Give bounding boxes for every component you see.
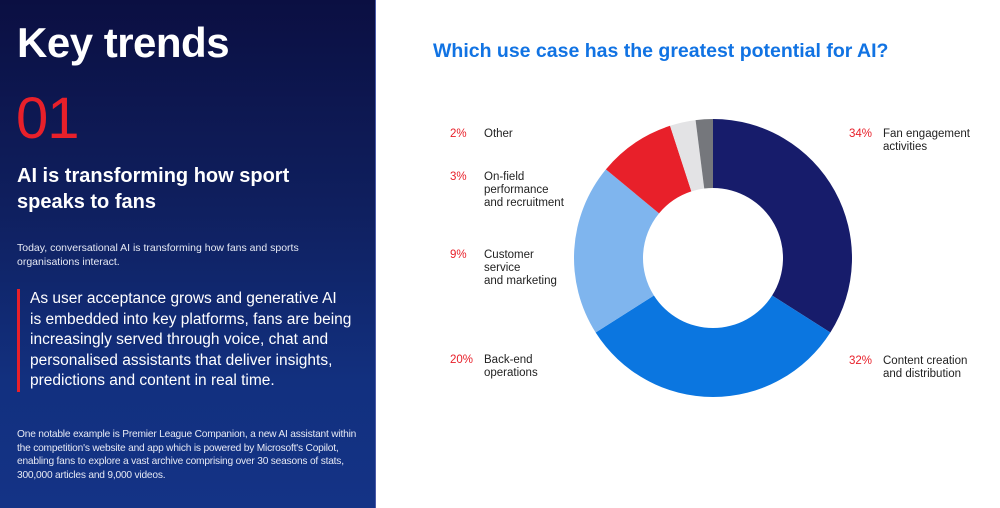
legend-percentage: 20% <box>450 354 474 366</box>
example-text: One notable example is Premier League Co… <box>17 429 357 481</box>
trend-number: 01 <box>16 86 80 151</box>
legend-percentage: 2% <box>450 128 467 140</box>
legend-percentage: 32% <box>849 355 873 367</box>
donut-slice-fan-engagement-activities <box>713 119 852 333</box>
legend-label: On-field performance and recruitment <box>484 171 564 209</box>
page-title: Key trends <box>17 19 230 66</box>
chart-title: Which use case has the greatest potentia… <box>433 40 889 62</box>
donut-slice-on-field-performance-and-recruitment <box>670 120 705 192</box>
donut-slice-content-creation-and-distribution <box>595 295 831 397</box>
trend-subtitle: AI is transforming how sport speaks to f… <box>17 165 290 213</box>
legend-other: 2% Other <box>450 128 513 141</box>
legend-fan-engagement: 34% Fan engagement activities <box>849 128 970 154</box>
legend-customer-service: 9% Customer service and marketing <box>450 249 557 288</box>
donut-slice-back-end-operations <box>574 169 660 333</box>
legend-label: Back-end operations <box>484 354 538 379</box>
legend-percentage: 34% <box>849 128 873 140</box>
legend-label: Other <box>484 128 513 140</box>
legend-label: Customer service and marketing <box>484 249 557 287</box>
donut-slice-other <box>695 119 713 189</box>
legend-on-field: 3% On-field performance and recruitment <box>450 171 564 210</box>
pull-quote: As user acceptance grows and generative … <box>17 289 352 392</box>
legend-label: Fan engagement activities <box>883 128 970 153</box>
legend-percentage: 9% <box>450 249 467 261</box>
legend-label: Content creation and distribution <box>883 355 968 380</box>
donut-chart <box>574 119 852 397</box>
key-trends-panel: Key trends 01 AI is transforming how spo… <box>0 0 376 508</box>
donut-slice-customer-service-and-marketing <box>605 125 692 214</box>
legend-content-creation: 32% Content creation and distribution <box>849 355 967 381</box>
legend-percentage: 3% <box>450 171 467 183</box>
legend-back-end: 20% Back-end operations <box>450 354 538 380</box>
intro-text: Today, conversational AI is transforming… <box>17 242 299 268</box>
